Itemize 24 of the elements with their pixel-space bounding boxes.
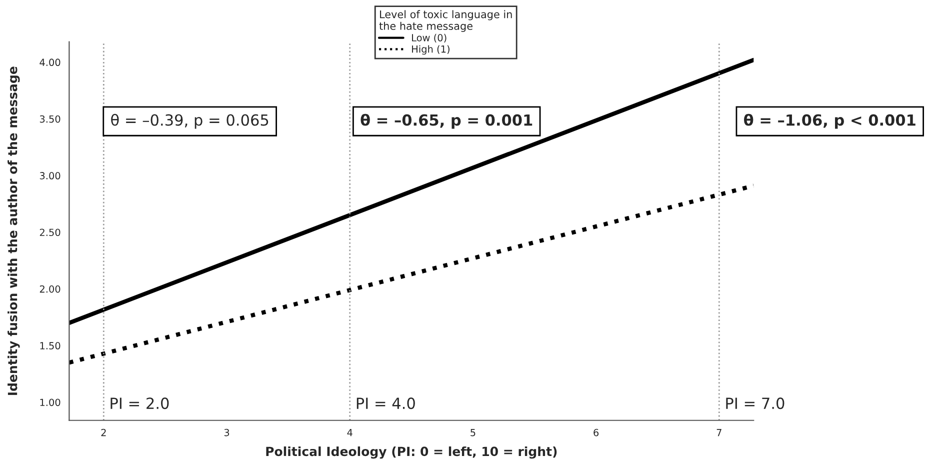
legend-label: High (1) (412, 45, 450, 55)
y-tick-label: 2.00 (40, 285, 60, 293)
x-tick-label: 3 (224, 428, 230, 436)
y-tick-label: 3.00 (40, 172, 60, 180)
x-tick-label: 4 (347, 429, 352, 436)
legend-title: Level of toxic language in the hate message (379, 10, 512, 32)
x-tick-label: 5 (470, 429, 476, 436)
y-tick-label: 2.50 (40, 228, 60, 236)
ref-line-label: PI = 7.0 (726, 398, 784, 410)
y-tick-label: 1.00 (40, 398, 60, 406)
x-axis-title: Political Ideology (PI: 0 = left, 10 = right) (266, 446, 557, 459)
ref-line-label: PI = 4.0 (356, 398, 415, 410)
y-tick-label: 1.50 (40, 342, 60, 350)
x-tick-label: 7 (716, 429, 722, 436)
x-tick-label: 2 (101, 428, 106, 436)
annotation: θ = –0.65, p = 0.001 (360, 114, 532, 129)
x-tick-label: 6 (594, 428, 599, 436)
annotation: θ = –1.06, p < 0.001 (744, 114, 916, 129)
annotation: θ = –0.39, p = 0.065 (111, 114, 268, 129)
legend-label: Low (0) (412, 34, 446, 43)
ref-line-label: PI = 2.0 (110, 398, 169, 410)
y-tick-label: 3.50 (40, 115, 60, 123)
y-axis-title: Identity fusion with the author of the message (8, 66, 20, 395)
y-tick-label: 4.00 (40, 58, 60, 66)
